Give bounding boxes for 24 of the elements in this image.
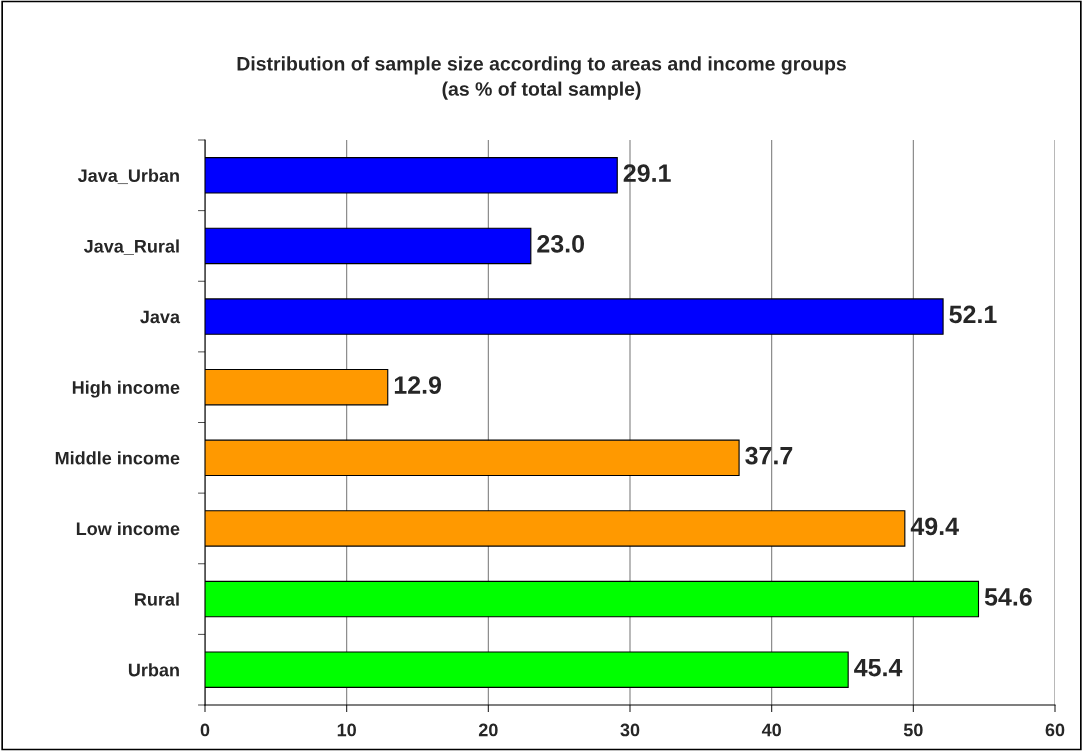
data-label: 23.0 [537, 234, 585, 253]
x-tick-label: 60 [1045, 723, 1065, 737]
data-label: 37.7 [745, 446, 793, 465]
x-tick-label: 40 [761, 723, 781, 737]
y-tick-label: High income [72, 380, 180, 398]
y-tick-label: Low income [76, 521, 180, 536]
x-tick-label: 10 [337, 723, 356, 737]
x-tick-label: 0 [200, 723, 210, 737]
x-tick-label: 30 [620, 723, 640, 737]
y-tick-label: Java_Urban [77, 168, 179, 185]
y-tick-label: Rural [135, 592, 179, 606]
data-label: 29.1 [623, 164, 671, 183]
y-tick-label: Java_Rural [83, 239, 179, 255]
x-tick-label: 20 [478, 723, 498, 737]
y-tick-label: Urban [128, 663, 179, 677]
data-label: 45.4 [854, 658, 903, 677]
data-label: 54.6 [984, 588, 1032, 606]
data-label: 12.9 [394, 376, 442, 394]
y-tick-label: Java [140, 310, 181, 324]
data-label: 49.4 [910, 517, 959, 536]
x-tick-label: 50 [903, 723, 923, 737]
chart-title: Distribution of sample size according to areas and income groups (as % of total sample) [237, 56, 846, 100]
y-tick-label: Middle income [55, 451, 180, 465]
data-label: 52.1 [949, 305, 997, 324]
